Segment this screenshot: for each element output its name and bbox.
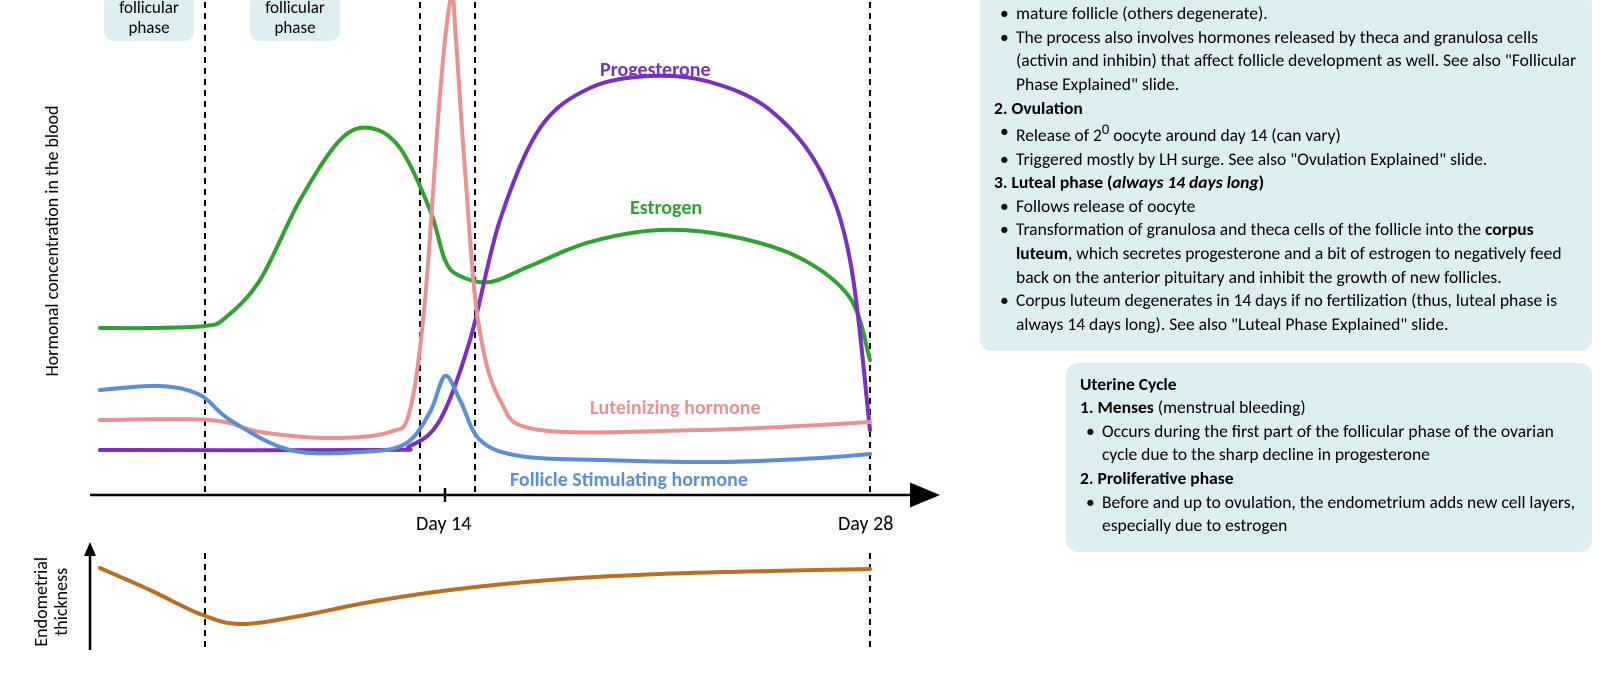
uterine-title: Uterine Cycle [1080, 373, 1578, 397]
uterine-bullet: Before and up to ovulation, the endometr… [1080, 491, 1578, 538]
label-fsh: Follicle Stimulating hormone [510, 468, 748, 492]
uterine-h1: 1. Menses (menstrual bleeding) [1080, 396, 1578, 420]
label-lh: Luteinizing hormone [590, 396, 761, 420]
tick-day14: Day 14 [416, 512, 471, 536]
ovarian-bullet: mature follicle (others degenerate). [994, 2, 1578, 26]
ovarian-bullet: Triggered mostly by LH surge. See also "… [994, 148, 1578, 172]
ovarian-bullet: The process also involves hormones relea… [994, 26, 1578, 97]
chart-region: Hormonal concentration in the blood Endo… [0, 0, 980, 650]
ovarian-h3: 3. Luteal phase (always 14 days long) [994, 171, 1578, 195]
ovarian-bullet: Transformation of granulosa and theca ce… [994, 218, 1578, 289]
ovarian-bullet: Follows release of oocyte [994, 195, 1578, 219]
label-estrogen: Estrogen [630, 196, 702, 220]
tick-day28: Day 28 [838, 512, 893, 536]
info-region: mature follicle (others degenerate). The… [980, 0, 1600, 650]
ovarian-panel: mature follicle (others degenerate). The… [980, 0, 1592, 351]
uterine-bullet: Occurs during the first part of the foll… [1080, 420, 1578, 467]
hormone-chart-svg [0, 0, 960, 650]
uterine-h2: 2. Proliferative phase [1080, 467, 1578, 491]
ovarian-h2: 2. Ovulation [994, 97, 1578, 121]
ovarian-bullet: Corpus luteum degenerates in 14 days if … [994, 289, 1578, 336]
uterine-panel: Uterine Cycle 1. Menses (menstrual bleed… [1066, 363, 1592, 552]
ovarian-bullet: Release of 20 oocyte around day 14 (can … [994, 120, 1578, 147]
label-progesterone: Progesterone [600, 58, 711, 82]
